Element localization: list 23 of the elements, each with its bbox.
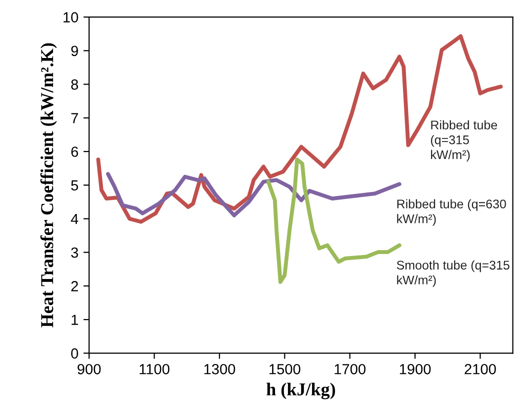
y-tick-label: 1 — [72, 314, 78, 325]
y-tick-label: 6 — [71, 146, 78, 157]
y-axis-title: Heat Transfer Coefficient (kW/m².K) — [40, 43, 57, 328]
y-tick-label: 7 — [71, 113, 78, 124]
y-tick-label: 8 — [71, 79, 78, 90]
y-tick-label: 0 — [71, 348, 78, 359]
series-label: Ribbed tube (q=315 kW/m²) — [430, 120, 498, 162]
y-tick-label: 2 — [71, 281, 78, 292]
y-tick-label: 5 — [71, 180, 78, 191]
x-tick-label: 1100 — [140, 364, 170, 374]
x-axis-title: h (kJ/kg) — [266, 382, 336, 400]
x-tick-label: 1900 — [400, 364, 431, 374]
series-label: Ribbed tube (q=630 kW/m²) — [397, 199, 506, 226]
x-tick-label: 900 — [78, 364, 101, 374]
x-tick-label: 1700 — [334, 364, 366, 374]
x-tick-label: 2100 — [464, 364, 496, 374]
series-label: Smooth tube (q=315 kW/m²) — [396, 260, 510, 287]
y-tick-label: 3 — [71, 247, 78, 258]
y-tick-label: 9 — [71, 46, 78, 56]
x-tick-label: 1300 — [204, 364, 236, 374]
x-tick-label: 1500 — [270, 364, 300, 374]
y-tick-label: 10 — [64, 12, 78, 22]
y-tick-label: 4 — [70, 214, 78, 224]
